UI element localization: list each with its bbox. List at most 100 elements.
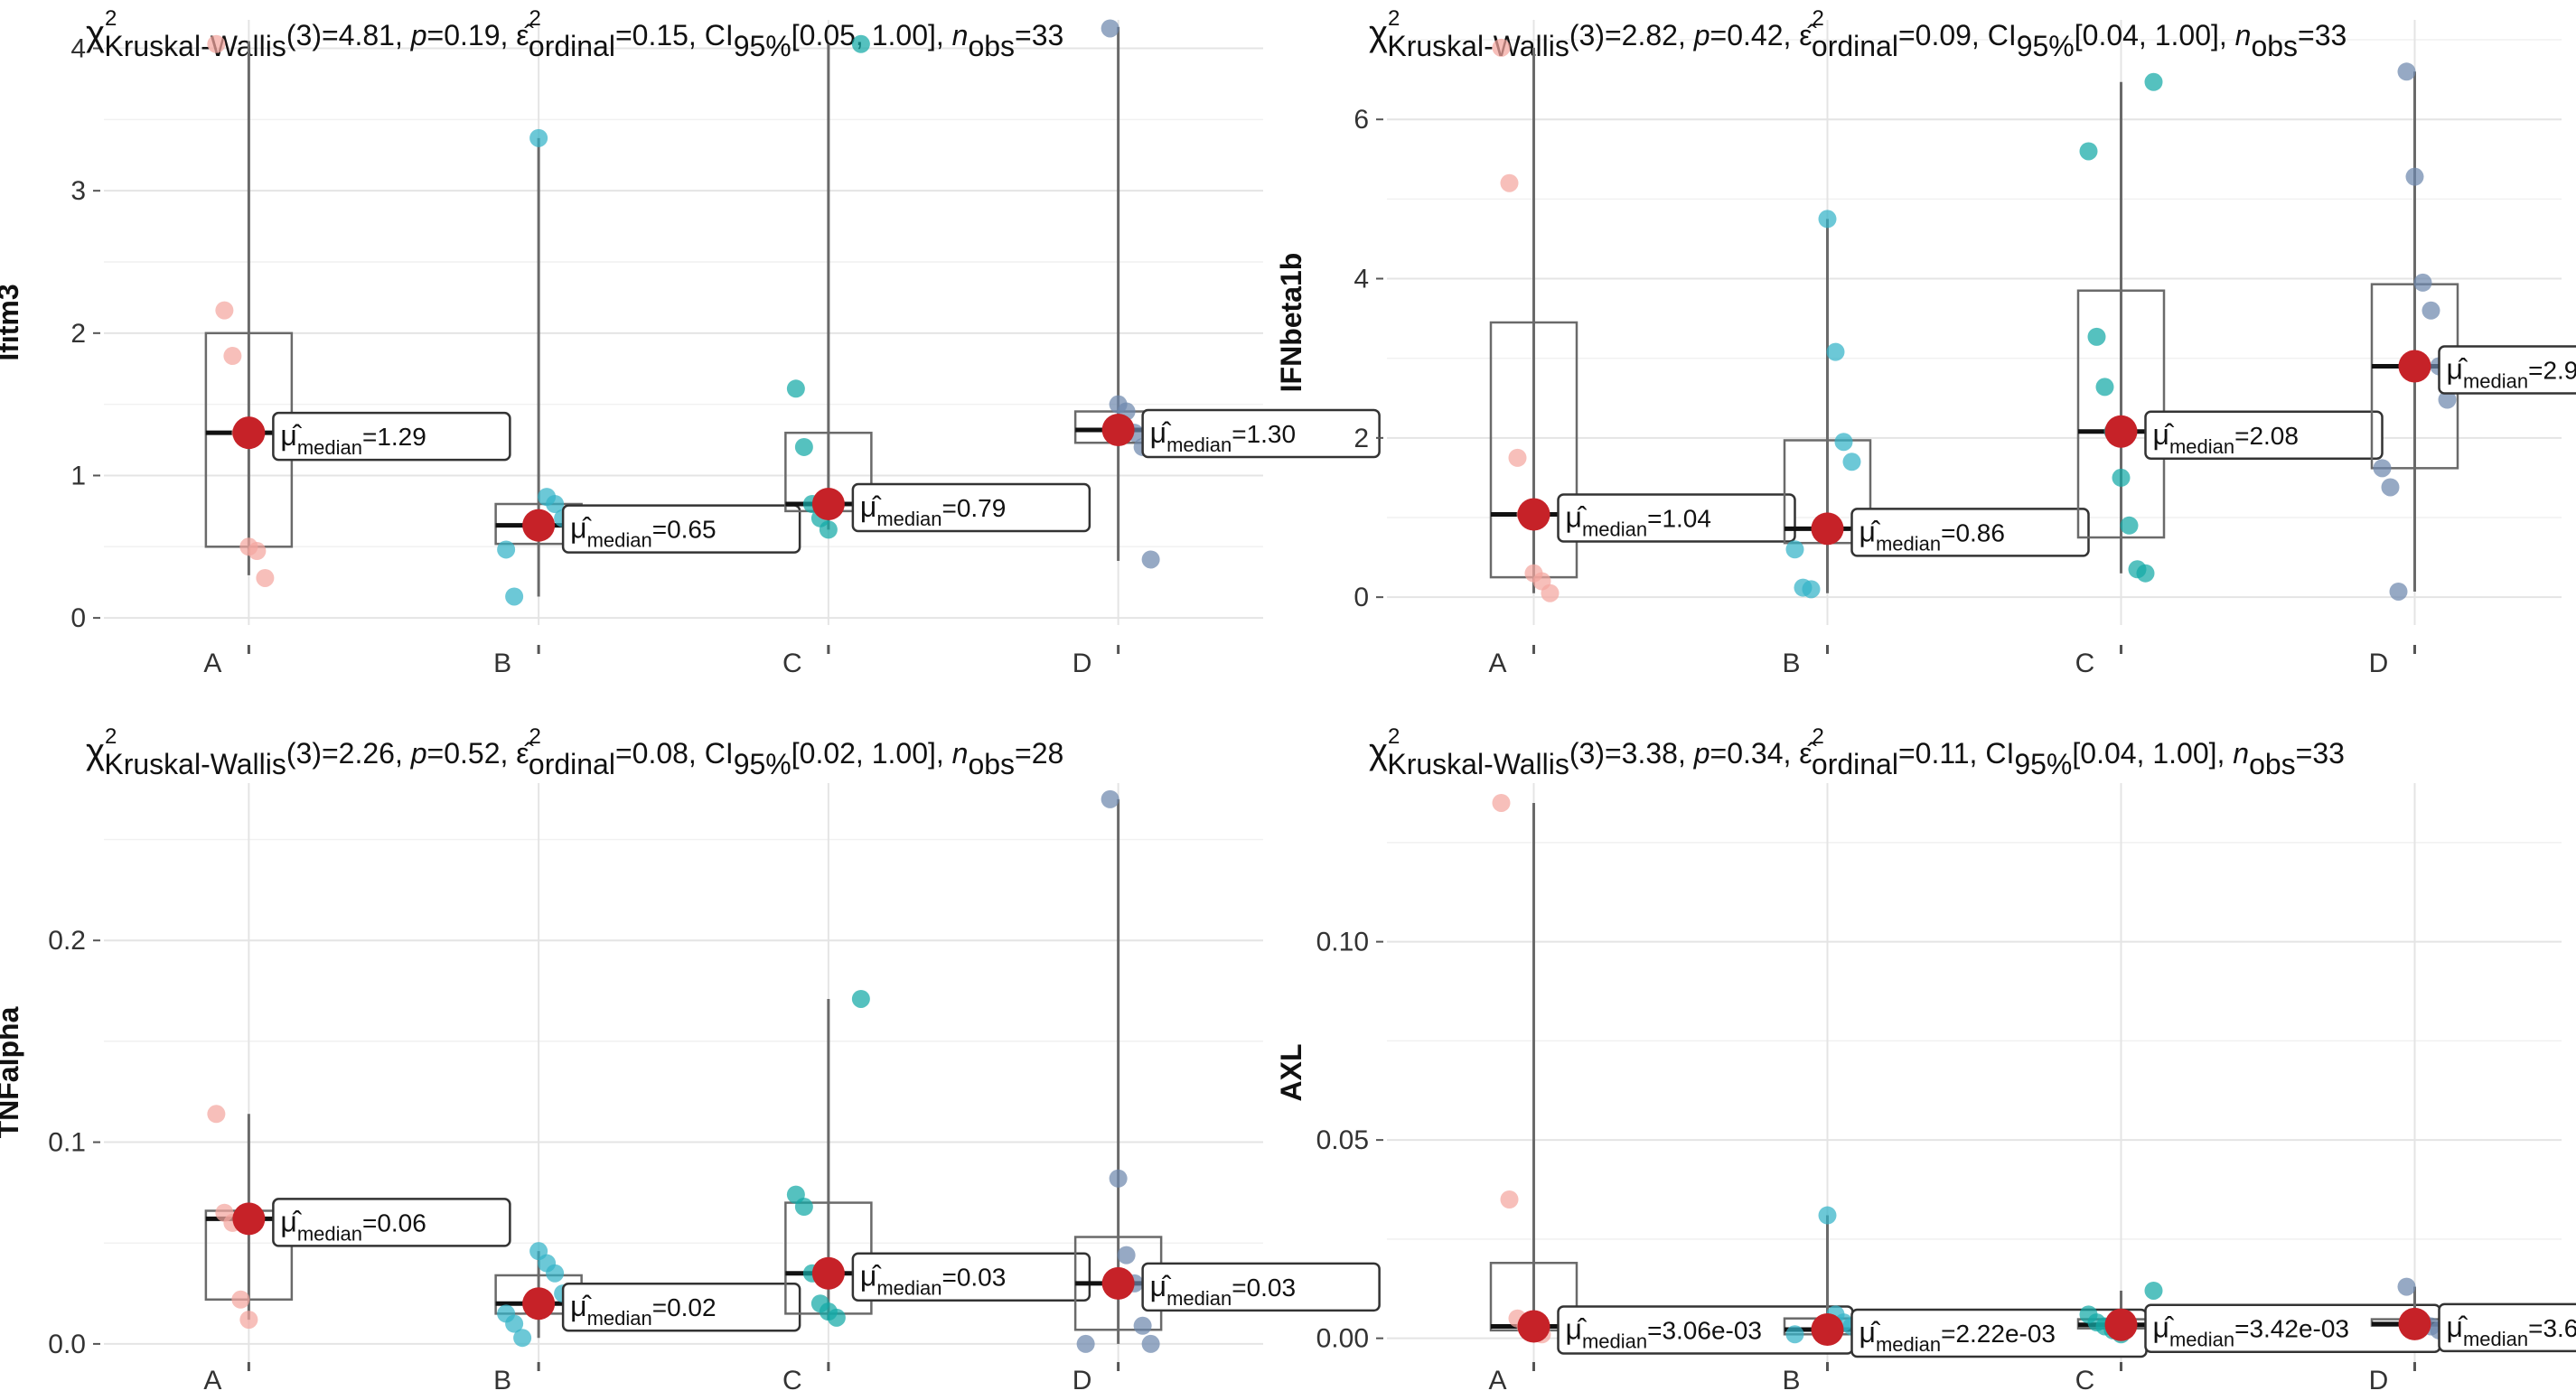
median-subscript: median <box>876 508 941 530</box>
median-subscript: median <box>2169 435 2234 458</box>
median-label-box <box>561 1282 801 1332</box>
data-point <box>546 1264 565 1283</box>
median-marker <box>1101 1266 1135 1300</box>
n-value: =33 <box>2298 19 2347 51</box>
chi-symbol: χ <box>86 732 105 771</box>
y-axis-label: IFNbeta1b <box>1275 253 1307 393</box>
median-label: μ̂median=0.02 <box>570 1290 716 1330</box>
data-point <box>207 1105 226 1124</box>
median-value: =0.03 <box>1232 1274 1296 1302</box>
median-label: μ̂median=1.29 <box>280 419 426 459</box>
data-point <box>1826 342 1845 361</box>
y-tick-label: 4 <box>1354 265 1369 294</box>
ci-level: 95% <box>2017 30 2075 62</box>
median-marker <box>522 509 556 542</box>
n-value: =33 <box>2296 737 2345 770</box>
median-value: =0.02 <box>652 1293 717 1321</box>
chart-title: χ2 Kruskal-Wallis(3)=3.38, p=0.34, ε̂2 ord… <box>1369 724 2345 780</box>
data-point <box>1508 448 1527 467</box>
data-point <box>2136 564 2155 583</box>
y-tick-label: 3 <box>70 176 86 206</box>
data-point <box>851 989 870 1008</box>
y-axis-label: AXL <box>1275 1044 1307 1102</box>
x-category-label: B <box>493 649 511 678</box>
data-point <box>2413 273 2432 292</box>
median-subscript: median <box>297 436 362 459</box>
median-value: =3.42e-03 <box>2234 1315 2349 1343</box>
x-category-label: C <box>782 1366 802 1395</box>
epsilon-superscript: 2 <box>529 6 541 31</box>
data-point <box>794 1198 813 1217</box>
x-category-label: B <box>493 1366 511 1395</box>
median-value: =0.06 <box>362 1209 426 1237</box>
median-label: μ̂median=0.79 <box>860 490 1006 530</box>
effect-size-label: ordinal <box>1812 30 1898 62</box>
chi-symbol: χ <box>86 14 105 53</box>
effect-size-value: =0.15, CI <box>615 19 734 51</box>
median-marker <box>1517 1310 1550 1343</box>
data-point <box>2079 142 2098 161</box>
data-point <box>215 301 234 320</box>
median-subscript: median <box>1876 532 1941 555</box>
p-value: =0.42, <box>1710 19 1800 51</box>
y-tick-label: 4 <box>70 34 86 64</box>
median-value: =3.64e-03 <box>2528 1314 2576 1342</box>
data-point <box>231 1290 250 1309</box>
x-category-label: D <box>2369 1366 2389 1395</box>
median-value: =1.04 <box>1647 504 1711 532</box>
y-tick-label: 0.2 <box>48 926 86 956</box>
ci-range: [0.02, 1.00], <box>792 737 952 770</box>
x-category-label: B <box>1782 1366 1800 1395</box>
x-category-label: B <box>1782 649 1800 678</box>
median-label: μ̂median=1.04 <box>1566 500 1711 540</box>
data-point <box>505 1314 524 1333</box>
data-point <box>1818 210 1837 229</box>
n-subscript: obs <box>2251 30 2298 62</box>
median-label-box <box>1141 1262 1381 1312</box>
median-marker <box>2104 1308 2138 1341</box>
data-point <box>1500 173 1519 192</box>
median-value: =0.86 <box>1941 518 2005 546</box>
median-label-box <box>1850 508 2090 557</box>
data-point <box>786 379 805 398</box>
median-label-box <box>851 1252 1091 1302</box>
median-subscript: median <box>2169 1329 2234 1351</box>
x-category-label: A <box>203 649 221 678</box>
effect-size-label: ordinal <box>1812 748 1898 780</box>
median-value: =2.22e-03 <box>1941 1320 2056 1348</box>
n-subscript: obs <box>968 748 1015 780</box>
data-point <box>1492 38 1511 57</box>
data-point <box>1500 1190 1519 1209</box>
ci-level: 95% <box>734 30 792 62</box>
data-point <box>1141 550 1160 569</box>
data-point <box>1802 580 1821 599</box>
median-value: =0.03 <box>941 1264 1006 1292</box>
median-marker <box>232 416 266 450</box>
data-point <box>207 34 226 53</box>
x-category-label: A <box>1488 1366 1506 1395</box>
p-value: =0.52, <box>427 737 517 770</box>
chi-symbol: χ <box>1369 14 1388 53</box>
median-label: μ̂median=0.03 <box>1150 1270 1296 1310</box>
chi-value: (3)=4.81, <box>286 19 411 51</box>
data-point <box>223 347 242 366</box>
x-category-label: D <box>1073 1366 1092 1395</box>
data-point <box>2095 378 2114 397</box>
n-symbol: n <box>2235 19 2252 51</box>
median-value: =2.90 <box>2528 356 2576 384</box>
data-point <box>1785 540 1804 559</box>
median-marker <box>2398 1307 2431 1340</box>
test-name: Kruskal-Wallis <box>104 30 286 62</box>
n-symbol: n <box>952 737 969 770</box>
median-marker <box>1811 1312 1844 1346</box>
chi-superscript: 2 <box>1388 724 1400 749</box>
data-point <box>248 542 267 561</box>
y-axis-label: Ifitm3 <box>0 284 24 360</box>
data-point <box>2421 301 2440 320</box>
data-point <box>1117 1246 1136 1265</box>
x-category-label: A <box>1488 649 1506 678</box>
median-value: =1.29 <box>362 423 426 451</box>
